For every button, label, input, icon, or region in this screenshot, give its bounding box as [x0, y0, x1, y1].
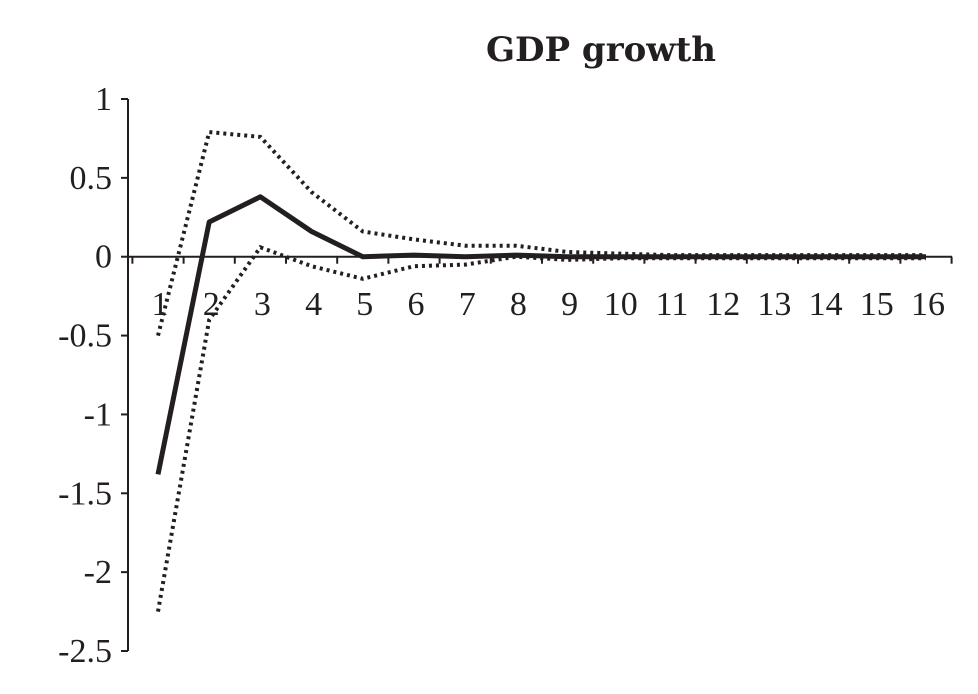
x-tick-label: 5: [356, 286, 373, 323]
x-tick-label: 12: [706, 286, 740, 323]
series-layer: [155, 129, 926, 612]
x-tick-label: 7: [459, 286, 476, 323]
y-tick-label: -2: [84, 554, 112, 591]
x-tick-label: 4: [305, 286, 322, 323]
x-tick-label: 16: [911, 286, 945, 323]
series-line-lower-band: [156, 244, 926, 612]
x-tick-label: 10: [604, 286, 638, 323]
x-tick-label: 9: [561, 286, 578, 323]
x-tick-label: 8: [510, 286, 527, 323]
chart-title: GDP growth: [486, 30, 716, 70]
y-tick-label: 0: [95, 239, 112, 276]
y-tick-label: -1.5: [58, 475, 112, 512]
x-ticks: 1 2 3 4 5 6 7 8 9 10 11 12 13 14 15 16: [131, 256, 953, 323]
y-tick-label: 1: [95, 81, 112, 118]
y-tick-label: -0.5: [58, 318, 112, 355]
y-tick-label: -1: [84, 396, 112, 433]
x-tick-label: 2: [203, 286, 220, 323]
y-ticks: 1 0.5 0 -0.5 -1 -1.5 -2 -2.5: [58, 81, 128, 670]
y-tick-label: -2.5: [58, 633, 112, 670]
x-tick-label: 3: [254, 286, 271, 323]
x-tick-label: 11: [656, 286, 689, 323]
series-line-upper-band: [156, 129, 926, 337]
x-tick-label: 6: [408, 286, 425, 323]
series-line-estimate: [155, 194, 926, 475]
x-tick-label: 1: [152, 286, 169, 323]
x-tick-label: 14: [809, 286, 843, 323]
x-tick-label: 13: [757, 286, 791, 323]
y-tick-label: 0.5: [70, 160, 113, 197]
x-tick-label: 15: [860, 286, 894, 323]
